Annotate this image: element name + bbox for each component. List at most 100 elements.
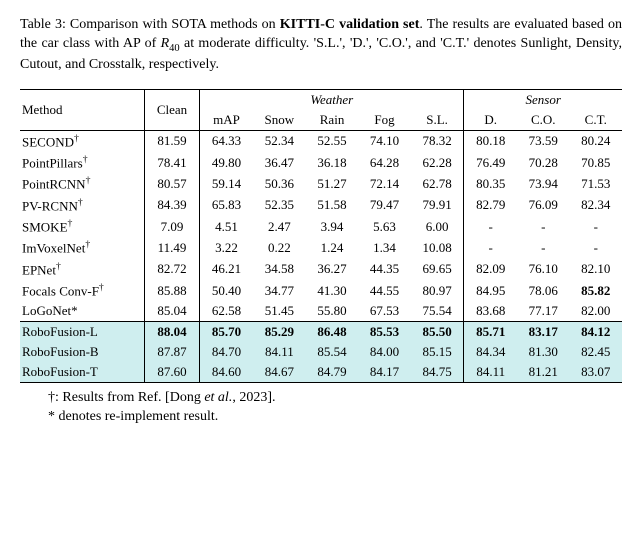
value-cell: 73.59: [517, 130, 569, 152]
table-row: RoboFusion-T87.6084.6084.6784.7984.1784.…: [20, 362, 622, 383]
value-cell: 51.45: [253, 301, 306, 322]
value-cell: 73.94: [517, 173, 569, 194]
clean-cell: 82.72: [144, 259, 199, 280]
value-cell: 80.18: [464, 130, 517, 152]
value-cell: 83.07: [570, 362, 623, 383]
caption-dataset: KITTI-C validation set: [280, 17, 420, 32]
value-cell: 78.32: [411, 130, 464, 152]
value-cell: 81.30: [517, 342, 569, 362]
value-cell: 82.45: [570, 342, 623, 362]
value-cell: 46.21: [200, 259, 253, 280]
value-cell: 62.58: [200, 301, 253, 322]
value-cell: 82.09: [464, 259, 517, 280]
method-cell: SECOND†: [20, 130, 144, 152]
value-cell: 85.15: [411, 342, 464, 362]
clean-cell: 85.88: [144, 280, 199, 301]
value-cell: -: [517, 237, 569, 258]
value-cell: 84.60: [200, 362, 253, 383]
value-cell: 85.71: [464, 322, 517, 343]
col-ct: C.T.: [570, 110, 623, 131]
clean-cell: 87.87: [144, 342, 199, 362]
value-cell: 76.09: [517, 195, 569, 216]
value-cell: 84.79: [306, 362, 358, 383]
method-cell: PV-RCNN†: [20, 195, 144, 216]
value-cell: 84.00: [358, 342, 410, 362]
caption-metric-sub: 40: [169, 43, 180, 54]
value-cell: 83.68: [464, 301, 517, 322]
clean-cell: 84.39: [144, 195, 199, 216]
value-cell: 52.34: [253, 130, 306, 152]
col-map: mAP: [200, 110, 253, 131]
footnote-star: * denotes re-implement result.: [48, 408, 622, 427]
value-cell: 69.65: [411, 259, 464, 280]
value-cell: 44.35: [358, 259, 410, 280]
col-fog: Fog: [358, 110, 410, 131]
value-cell: 77.17: [517, 301, 569, 322]
value-cell: 59.14: [200, 173, 253, 194]
value-cell: 84.17: [358, 362, 410, 383]
value-cell: 1.34: [358, 237, 410, 258]
method-cell: PointPillars†: [20, 152, 144, 173]
col-snow: Snow: [253, 110, 306, 131]
col-method: Method: [20, 89, 144, 130]
value-cell: -: [570, 237, 623, 258]
value-cell: -: [517, 216, 569, 237]
clean-cell: 78.41: [144, 152, 199, 173]
table-row: Focals Conv-F†85.8850.4034.7741.3044.558…: [20, 280, 622, 301]
method-cell: SMOKE†: [20, 216, 144, 237]
value-cell: 65.83: [200, 195, 253, 216]
col-co: C.O.: [517, 110, 569, 131]
table-row: PointRCNN†80.5759.1450.3651.2772.1462.78…: [20, 173, 622, 194]
value-cell: 75.54: [411, 301, 464, 322]
value-cell: 51.27: [306, 173, 358, 194]
table-row: SECOND†81.5964.3352.3452.5574.1078.3280.…: [20, 130, 622, 152]
value-cell: 10.08: [411, 237, 464, 258]
method-cell: PointRCNN†: [20, 173, 144, 194]
value-cell: 70.85: [570, 152, 623, 173]
table-row: SMOKE†7.094.512.473.945.636.00---: [20, 216, 622, 237]
value-cell: 85.70: [200, 322, 253, 343]
value-cell: 64.28: [358, 152, 410, 173]
value-cell: 82.10: [570, 259, 623, 280]
clean-cell: 7.09: [144, 216, 199, 237]
value-cell: 64.33: [200, 130, 253, 152]
value-cell: 85.53: [358, 322, 410, 343]
value-cell: 84.12: [570, 322, 623, 343]
value-cell: 84.34: [464, 342, 517, 362]
value-cell: 84.95: [464, 280, 517, 301]
table-row: RoboFusion-B87.8784.7084.1185.5484.0085.…: [20, 342, 622, 362]
clean-cell: 88.04: [144, 322, 199, 343]
value-cell: 76.49: [464, 152, 517, 173]
value-cell: 82.79: [464, 195, 517, 216]
value-cell: -: [570, 216, 623, 237]
clean-cell: 11.49: [144, 237, 199, 258]
method-cell: RoboFusion-T: [20, 362, 144, 383]
value-cell: 86.48: [306, 322, 358, 343]
clean-cell: 87.60: [144, 362, 199, 383]
value-cell: -: [464, 237, 517, 258]
value-cell: 80.24: [570, 130, 623, 152]
value-cell: 5.63: [358, 216, 410, 237]
value-cell: 84.11: [253, 342, 306, 362]
value-cell: 80.97: [411, 280, 464, 301]
method-cell: Focals Conv-F†: [20, 280, 144, 301]
col-clean: Clean: [144, 89, 199, 130]
value-cell: 83.17: [517, 322, 569, 343]
value-cell: 78.06: [517, 280, 569, 301]
value-cell: 80.35: [464, 173, 517, 194]
method-cell: ImVoxelNet†: [20, 237, 144, 258]
value-cell: 84.75: [411, 362, 464, 383]
value-cell: 82.34: [570, 195, 623, 216]
col-group-sensor: Sensor: [464, 89, 622, 110]
value-cell: 85.82: [570, 280, 623, 301]
value-cell: 74.10: [358, 130, 410, 152]
value-cell: 34.58: [253, 259, 306, 280]
value-cell: 1.24: [306, 237, 358, 258]
table-row: ImVoxelNet†11.493.220.221.241.3410.08---: [20, 237, 622, 258]
value-cell: 71.53: [570, 173, 623, 194]
value-cell: 82.00: [570, 301, 623, 322]
col-d: D.: [464, 110, 517, 131]
value-cell: 79.47: [358, 195, 410, 216]
value-cell: 36.27: [306, 259, 358, 280]
method-cell: RoboFusion-B: [20, 342, 144, 362]
